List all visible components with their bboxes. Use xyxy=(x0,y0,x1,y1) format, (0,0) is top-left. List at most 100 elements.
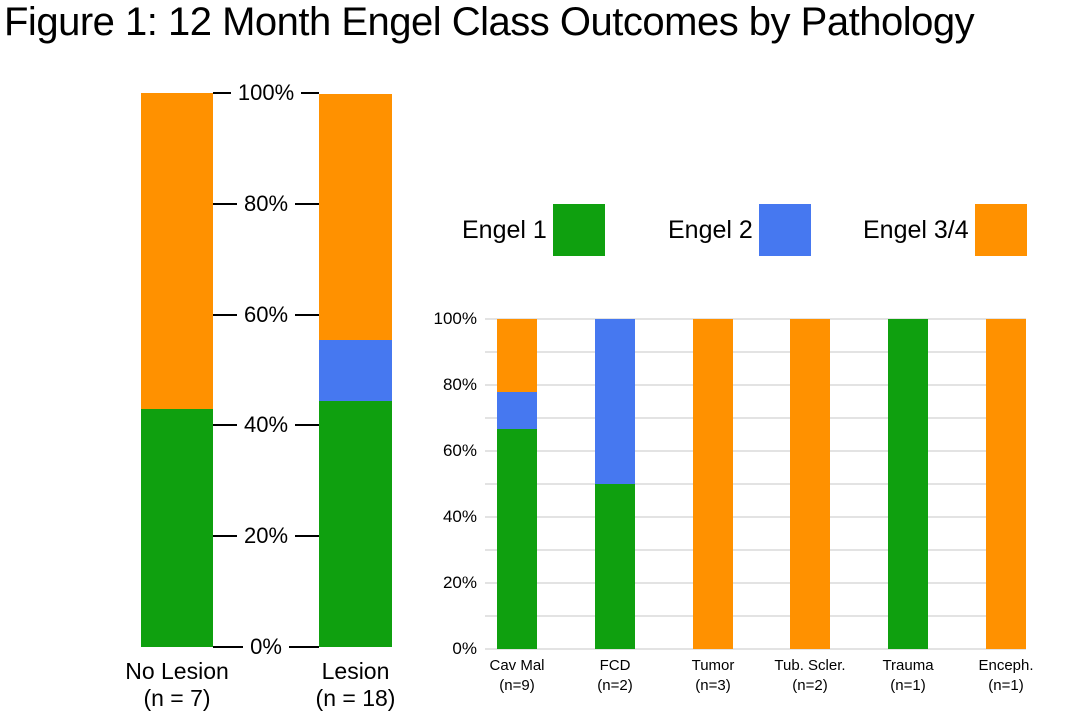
lesion-status-chart: 0% 20% 40% 60% 80% 100% No Lesion (n = 7) Lesion… xyxy=(0,0,440,714)
gridline-90 xyxy=(485,351,1026,353)
legend-item-engel-3-4: Engel 3/4 xyxy=(863,204,1027,256)
ytick-label-20: 20% xyxy=(442,573,477,592)
legend-swatch-engel-3-4 xyxy=(974,204,1027,256)
category-name: Cav Mal xyxy=(489,657,545,674)
ytick-40: 40% xyxy=(213,410,320,440)
category-label-enceph: Enceph. (n=1) xyxy=(958,656,1054,696)
gridline-50 xyxy=(485,483,1026,485)
category-label-fcd: FCD (n=2) xyxy=(567,656,663,696)
ytick-label-0: 0% xyxy=(452,639,477,658)
legend-item-engel-2: Engel 2 xyxy=(668,204,811,256)
segment-engel-1-fcd xyxy=(595,484,635,649)
gridline-70 xyxy=(485,417,1026,419)
ytick-label: 100% xyxy=(237,80,295,105)
tick-dash-left xyxy=(213,424,237,427)
gridline-40 xyxy=(485,516,1026,518)
ytick-label: 40% xyxy=(243,412,289,438)
tick-dash-right xyxy=(295,424,320,427)
segment-engel-2-fcd xyxy=(595,319,635,484)
segment-engel-3-4-enceph xyxy=(986,319,1026,649)
gridline-20 xyxy=(485,582,1026,584)
tick-dash-right xyxy=(295,535,320,538)
legend-label: Engel 3/4 xyxy=(863,215,969,244)
category-label-tumor: Tumor (n=3) xyxy=(665,656,761,696)
category-count: (n=9) xyxy=(499,677,535,694)
tick-dash-left xyxy=(213,313,237,316)
bar-cav-mal xyxy=(497,319,537,649)
category-count: (n=1) xyxy=(890,677,926,694)
legend-swatch-engel-1 xyxy=(552,204,605,256)
ytick-label-100: 100% xyxy=(433,309,477,328)
bar-tub-scler xyxy=(790,319,830,649)
gridline-100 xyxy=(485,318,1026,320)
ytick-100: 100% xyxy=(213,78,319,108)
category-label-tub-scler: Tub. Scler. (n=2) xyxy=(762,656,858,696)
gridline-0 xyxy=(485,648,1026,650)
category-name: Trauma xyxy=(882,657,934,674)
tick-dash-left xyxy=(213,202,237,205)
ytick-label: 0% xyxy=(250,634,282,659)
segment-engel-3-4-cav-mal xyxy=(497,319,537,393)
ytick-60: 60% xyxy=(213,300,320,330)
ytick-label: 60% xyxy=(243,301,289,327)
legend-label: Engel 2 xyxy=(668,215,753,244)
category-label-lesion: Lesion (n = 18) xyxy=(261,658,451,712)
legend-item-engel-1: Engel 1 xyxy=(462,204,605,256)
legend: Engel 1 Engel 2 Engel 3/4 xyxy=(0,0,1089,280)
segment-engel-1-lesion xyxy=(319,401,392,647)
segment-engel-2-cav-mal xyxy=(497,392,537,429)
bar-trauma xyxy=(888,319,928,649)
tick-dash-left xyxy=(213,535,237,538)
gridline-30 xyxy=(485,549,1026,551)
segment-engel-3-4-tub-scler xyxy=(790,319,830,649)
segment-engel-2-lesion xyxy=(319,339,392,402)
segment-engel-1-no-lesion xyxy=(141,409,213,647)
ytick-0: 0% xyxy=(213,632,320,662)
category-name: Tub. Scler. xyxy=(774,657,846,674)
tick-dash-left xyxy=(213,646,244,648)
category-name: FCD xyxy=(599,657,631,674)
tick-dash-right xyxy=(295,313,320,316)
gridline-10 xyxy=(485,615,1026,617)
segment-engel-1-trauma xyxy=(888,319,928,649)
ytick-80: 80% xyxy=(213,189,320,219)
tick-dash-right xyxy=(301,92,319,94)
tick-dash-left xyxy=(213,92,231,94)
category-count: (n=2) xyxy=(792,677,828,694)
bar-tumor xyxy=(693,319,733,649)
category-count: (n=3) xyxy=(695,677,731,694)
tick-dash-right xyxy=(295,202,320,205)
segment-engel-3-4-tumor xyxy=(693,319,733,649)
category-count: (n=1) xyxy=(988,677,1024,694)
bar-no-lesion xyxy=(141,93,213,647)
gridline-60 xyxy=(485,450,1026,452)
legend-swatch-engel-2 xyxy=(758,204,811,256)
ytick-label: 20% xyxy=(243,523,289,549)
ytick-label-60: 60% xyxy=(442,441,477,460)
category-count: (n = 18) xyxy=(315,685,396,711)
ytick-20: 20% xyxy=(213,521,320,551)
gridline-80 xyxy=(485,384,1026,386)
category-name: Enceph. xyxy=(978,657,1034,674)
bar-fcd xyxy=(595,319,635,649)
category-label-no-lesion: No Lesion (n = 7) xyxy=(82,658,272,712)
category-count: (n = 7) xyxy=(143,685,211,711)
category-label-trauma: Trauma (n=1) xyxy=(860,656,956,696)
segment-engel-3-4-lesion xyxy=(319,93,392,340)
legend-label: Engel 1 xyxy=(462,215,547,244)
ytick-label-80: 80% xyxy=(442,375,477,394)
ytick-label-40: 40% xyxy=(442,507,477,526)
figure-title: Figure 1: 12 Month Engel Class Outcomes … xyxy=(4,0,975,44)
category-name: Lesion xyxy=(321,658,390,684)
category-count: (n=2) xyxy=(597,677,633,694)
bar-enceph xyxy=(986,319,1026,649)
segment-engel-3-4-no-lesion xyxy=(141,93,213,410)
category-label-cav-mal: Cav Mal (n=9) xyxy=(469,656,565,696)
ytick-label: 80% xyxy=(243,190,289,216)
segment-engel-1-cav-mal xyxy=(497,428,537,649)
category-name: No Lesion xyxy=(125,658,229,684)
tick-dash-right xyxy=(288,646,320,648)
bar-lesion xyxy=(319,93,392,647)
category-name: Tumor xyxy=(691,657,735,674)
